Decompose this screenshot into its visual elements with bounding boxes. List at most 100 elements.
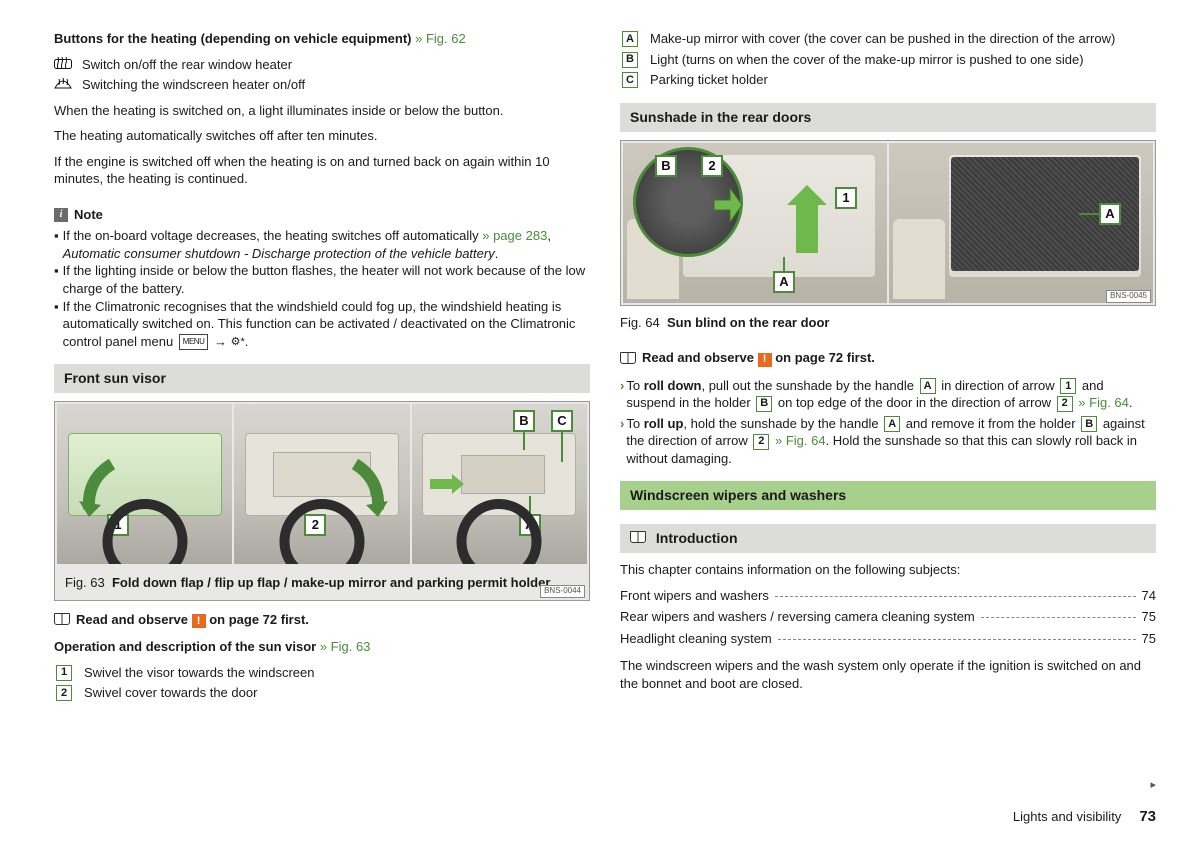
book-icon [620, 352, 636, 364]
legend-text-b: Light (turns on when the cover of the ma… [650, 51, 1084, 69]
heater-row-rear: Switch on/off the rear window heater [54, 56, 590, 74]
heading-buttons: Buttons for the heating (depending on ve… [54, 30, 590, 48]
toc-row[interactable]: Headlight cleaning system 75 [620, 630, 1156, 648]
fig64-caption-num: Fig. 64 [620, 315, 660, 330]
footer-page-number: 73 [1139, 807, 1156, 827]
gear-icon: ⚙* [231, 336, 245, 348]
note2-text: If the lighting inside or below the butt… [63, 262, 590, 297]
toc-page: 74 [1142, 587, 1156, 605]
callout-c: C [551, 410, 573, 432]
callout-64-a: A [773, 271, 795, 293]
read-observe-1: Read and observe ! on page 72 first. [54, 611, 590, 629]
p-heating-on: When the heating is switched on, a light… [54, 102, 590, 120]
legend-text-c: Parking ticket holder [650, 71, 768, 89]
legend-2: 2 Swivel cover towards the door [54, 684, 590, 702]
toc-row[interactable]: Front wipers and washers 74 [620, 587, 1156, 605]
warn-icon: ! [192, 614, 206, 628]
operation-heading: Operation and description of the sun vis… [54, 638, 590, 656]
fig63-link[interactable]: » Fig. 63 [316, 639, 370, 654]
warn-icon: ! [758, 353, 772, 367]
toc-label: Front wipers and washers [620, 587, 769, 605]
front-defrost-icon [54, 76, 72, 90]
note1-italic: Automatic consumer shutdown - Discharge … [63, 246, 495, 261]
heater-row-front: Switching the windscreen heater on/off [54, 76, 590, 94]
up-arrow-icon [796, 203, 818, 253]
fig64-panel-1: B 2 1 A [623, 143, 887, 303]
continuation-arrow-icon: ▸ [1150, 778, 1156, 793]
legend-text-1: Swivel the visor towards the windscreen [84, 664, 315, 682]
fig63-caption-text: Fold down flap / flip up flap / make-up … [112, 575, 550, 590]
callout-64-a2: A [1099, 203, 1121, 225]
legend-text-a: Make-up mirror with cover (the cover can… [650, 30, 1115, 48]
legend-box-b: B [622, 52, 638, 68]
section-wipers: Windscreen wipers and washers [620, 481, 1156, 510]
heater-rear-label: Switch on/off the rear window heater [82, 56, 292, 74]
read-observe-2: Read and observe ! on page 72 first. [620, 349, 1156, 367]
section-intro: Introduction [620, 524, 1156, 553]
note1-text: If the on-board voltage decreases, the h… [63, 228, 483, 243]
legend-b: B Light (turns on when the cover of the … [620, 51, 1156, 69]
section-intro-label: Introduction [656, 530, 738, 546]
legend-c: C Parking ticket holder [620, 71, 1156, 89]
legend-text-2: Swivel cover towards the door [84, 684, 257, 702]
menu-button-icon: MENU [179, 334, 209, 350]
intro-text: This chapter contains information on the… [620, 561, 1156, 579]
note-label: Note [74, 206, 103, 224]
book-icon [54, 613, 70, 625]
toc-page: 75 [1142, 608, 1156, 626]
heading-buttons-text: Buttons for the heating (depending on ve… [54, 31, 412, 46]
heater-front-label: Switching the windscreen heater on/off [82, 76, 305, 94]
legend-box-2: 2 [56, 685, 72, 701]
fig64-caption: Fig. 64 Sun blind on the rear door [620, 310, 1156, 340]
rear-defrost-icon [54, 56, 72, 70]
note3-text: If the Climatronic recognises that the w… [63, 299, 576, 349]
info-icon: i [54, 208, 68, 222]
left-column: Buttons for the heating (depending on ve… [54, 30, 590, 705]
toc-label: Headlight cleaning system [620, 630, 772, 648]
legend-box-c: C [622, 72, 638, 88]
fig62-link[interactable]: » Fig. 62 [412, 31, 466, 46]
fig64-caption-text: Sun blind on the rear door [667, 315, 830, 330]
note-badge: i Note [54, 206, 103, 224]
note-item-1: ▪ If the on-board voltage decreases, the… [54, 227, 590, 262]
note1-link[interactable]: » page 283 [482, 228, 547, 243]
fig63-panel-2: 2 [234, 404, 409, 564]
intro-paragraph: The windscreen wipers and the wash syste… [620, 657, 1156, 692]
book-icon [630, 531, 646, 543]
note-item-2: ▪ If the lighting inside or below the bu… [54, 262, 590, 297]
callout-64-b: B [655, 155, 677, 177]
section-sun-visor: Front sun visor [54, 364, 590, 393]
toc-page: 75 [1142, 630, 1156, 648]
callout-64-2: 2 [701, 155, 723, 177]
toc-label: Rear wipers and washers / reversing came… [620, 608, 975, 626]
fig64-link-2[interactable]: » Fig. 64 [771, 433, 825, 448]
legend-box-a: A [622, 31, 638, 47]
fig63-panel-3: B C A [412, 404, 587, 564]
callout-64-1: 1 [835, 187, 857, 209]
instruction-rollup: › To roll up, hold the sunshade by the h… [620, 415, 1156, 468]
p-engine-off: If the engine is switched off when the h… [54, 153, 590, 188]
right-column: A Make-up mirror with cover (the cover c… [620, 30, 1156, 705]
p-auto-off: The heating automatically switches off a… [54, 127, 590, 145]
fig64-panel-2: A [889, 143, 1153, 303]
fig63-id: BNS-0044 [540, 585, 585, 598]
fig63-caption-num: Fig. 63 [65, 575, 105, 590]
figure-64: B 2 1 A A BNS-0045 [620, 140, 1156, 306]
zoom-circle [633, 147, 743, 257]
figure-63: 1 2 B C A [54, 401, 590, 601]
chevron-icon: › [620, 377, 624, 412]
legend-a: A Make-up mirror with cover (the cover c… [620, 30, 1156, 48]
fig63-panel-1: 1 [57, 404, 232, 564]
instruction-rolldown: › To roll down, pull out the sunshade by… [620, 377, 1156, 412]
footer-section: Lights and visibility [1013, 808, 1121, 826]
section-sunshade: Sunshade in the rear doors [620, 103, 1156, 132]
fig63-caption: Fig. 63 Fold down flap / flip up flap / … [55, 566, 589, 600]
legend-box-1: 1 [56, 665, 72, 681]
fig64-link-1[interactable]: » Fig. 64 [1075, 395, 1129, 410]
toc-row[interactable]: Rear wipers and washers / reversing came… [620, 608, 1156, 626]
callout-b: B [513, 410, 535, 432]
legend-1: 1 Swivel the visor towards the windscree… [54, 664, 590, 682]
note-list: ▪ If the on-board voltage decreases, the… [54, 227, 590, 350]
page-columns: Buttons for the heating (depending on ve… [54, 30, 1156, 705]
page-footer: Lights and visibility 73 [1013, 807, 1156, 827]
